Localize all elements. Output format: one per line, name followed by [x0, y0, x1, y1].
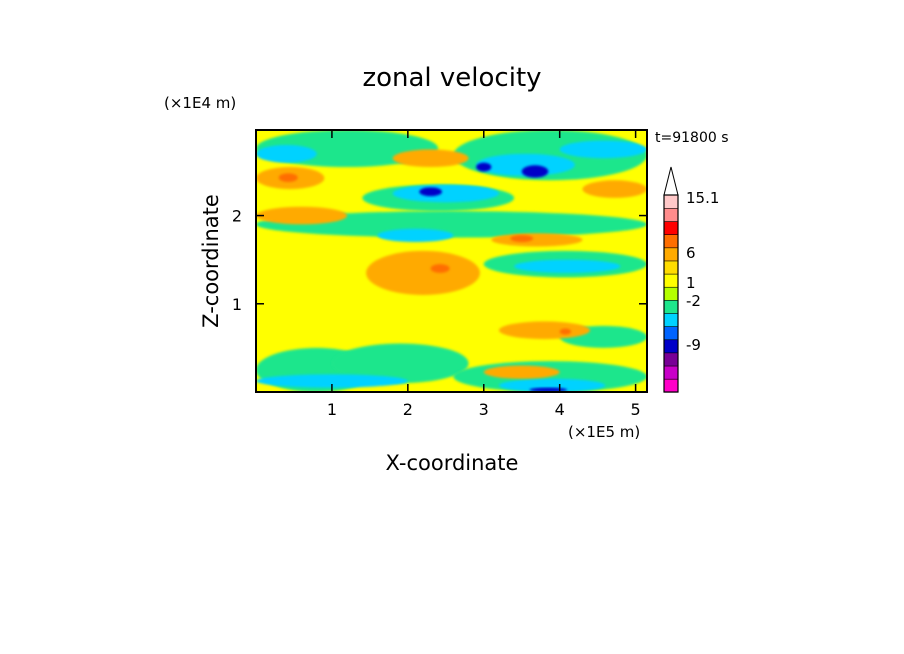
contour-region-dark-orange	[278, 173, 298, 183]
chart-title: zonal velocity	[362, 63, 541, 93]
contour-region-dark-orange	[430, 264, 450, 273]
contour-region-orange	[392, 149, 469, 168]
contour-region-cyan	[559, 140, 647, 159]
colorbar-frame	[663, 194, 679, 393]
contour-field	[256, 130, 647, 392]
y-axis: 12	[232, 207, 647, 314]
contour-region-cyan	[377, 228, 454, 243]
colorbar-swatch	[663, 312, 679, 327]
y-tick-label: 2	[232, 207, 242, 226]
contour-region-cyan	[498, 378, 606, 392]
colorbar-swatch	[663, 339, 679, 354]
contour-region-blue	[476, 162, 492, 172]
colorbar-swatch	[663, 378, 679, 393]
colorbar	[663, 166, 679, 393]
contour-region-cyan	[476, 153, 575, 176]
y-axis-title: Z-coordinate	[199, 194, 223, 328]
colorbar-swatch	[663, 326, 679, 341]
contour-region-blue	[419, 187, 443, 197]
contour-region-blue	[529, 387, 568, 392]
contour-region-orange	[483, 365, 560, 379]
time-label: t=91800 s	[655, 130, 729, 146]
colorbar-label: 15.1	[686, 189, 719, 207]
colorbar-swatch	[663, 194, 679, 209]
contour-region-cyan	[514, 259, 621, 273]
contour-region-cyan	[392, 184, 499, 203]
x-tick-label: 5	[631, 400, 641, 419]
colorbar-swatch	[663, 299, 679, 314]
x-tick-label: 2	[403, 400, 413, 419]
contour-region-cyan	[256, 144, 317, 163]
colorbar-swatch	[663, 220, 679, 235]
contour-region-orange	[256, 206, 348, 225]
x-axis: 1 2 3 4 5	[327, 130, 641, 419]
colorbar-label: 1	[686, 274, 696, 292]
colorbar-swatch	[663, 273, 679, 288]
y-tick-label: 1	[232, 295, 242, 314]
colorbar-label: 6	[686, 244, 696, 262]
y-unit-label: (×1E4 m)	[164, 94, 236, 112]
contour-region-orange	[491, 233, 583, 247]
colorbar-swatch	[663, 260, 679, 275]
colorbar-swatch	[663, 234, 679, 249]
colorbar-label: -9	[686, 336, 701, 354]
x-unit-label: (×1E5 m)	[568, 423, 640, 441]
contour-region-dark-orange	[559, 328, 572, 335]
x-tick-label: 1	[327, 400, 337, 419]
colorbar-label: -2	[686, 292, 701, 310]
contour-region-green	[331, 343, 469, 384]
x-axis-title: X-coordinate	[386, 451, 519, 475]
colorbar-swatch	[663, 352, 679, 367]
colorbar-extend-arrow	[663, 166, 679, 196]
contour-region-orange	[498, 321, 591, 340]
contour-region-blue	[521, 165, 549, 178]
contour-region-orange	[366, 250, 480, 295]
contour-region-dark-orange	[510, 234, 534, 243]
contour-region-orange	[582, 180, 647, 198]
x-tick-label: 4	[555, 400, 565, 419]
colorbar-swatch	[663, 286, 679, 301]
contour-region-cyan	[256, 374, 408, 388]
colorbar-labels: 15.1 6 1 -2 -9	[686, 189, 719, 354]
plot-frame	[255, 129, 648, 393]
colorbar-swatch	[663, 365, 679, 380]
colorbar-swatch	[663, 247, 679, 262]
colorbar-swatch	[663, 207, 679, 222]
contour-region-green	[256, 211, 647, 238]
x-tick-label: 3	[479, 400, 489, 419]
